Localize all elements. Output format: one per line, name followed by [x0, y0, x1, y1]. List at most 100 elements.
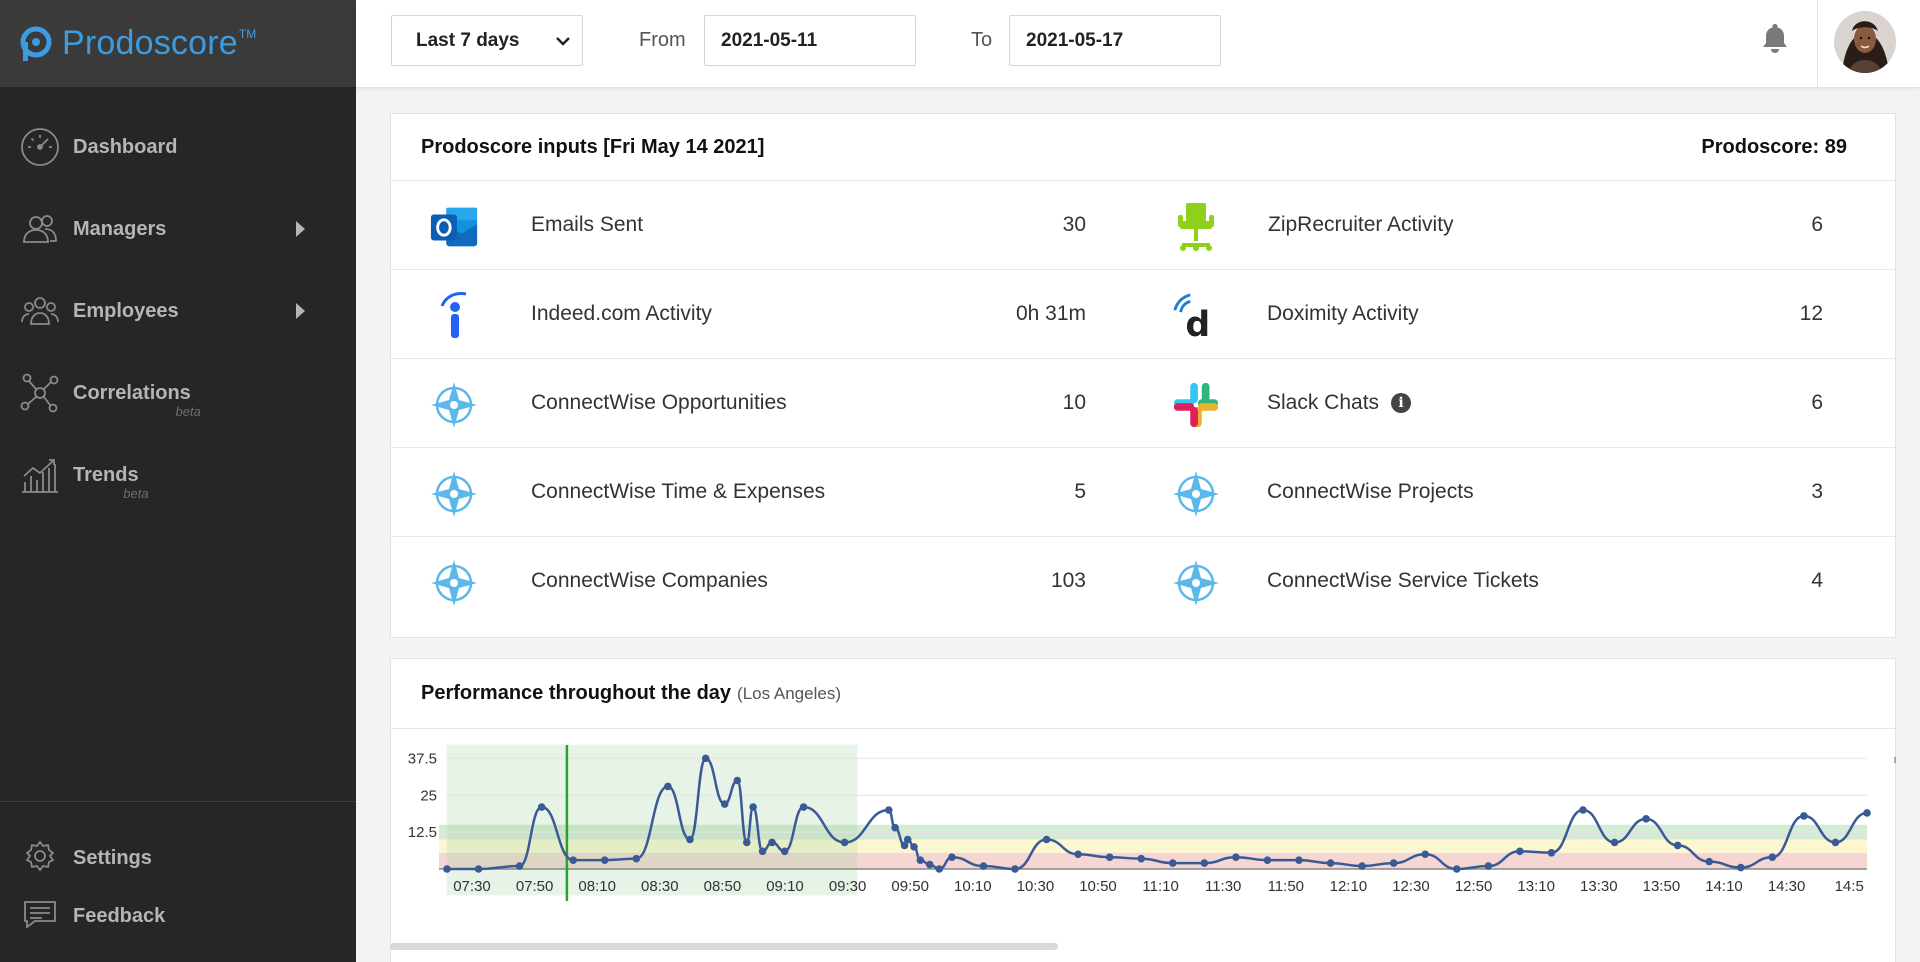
- sidebar-item-label: Trends beta: [73, 463, 149, 501]
- data-point: [569, 856, 578, 864]
- input-name: ConnectWise Time & Expenses: [531, 480, 826, 503]
- from-date-input[interactable]: [704, 15, 916, 66]
- trademark: TM: [238, 26, 257, 41]
- x-tick-label: 08:10: [578, 878, 616, 895]
- x-tick-label: 11:50: [1268, 878, 1304, 895]
- sidebar-item-employees[interactable]: Employees: [0, 270, 356, 352]
- prodoscore-inputs-card: Prodoscore inputs [Fri May 14 2021] Prod…: [390, 113, 1896, 638]
- x-tick-label: 13:30: [1580, 878, 1618, 895]
- sidebar-item-label: Dashboard: [73, 135, 178, 158]
- date-range-select[interactable]: Last 7 days: [391, 15, 583, 66]
- threshold-band: [439, 839, 1867, 853]
- data-point: [1232, 853, 1240, 861]
- sidebar-item-managers[interactable]: Managers: [0, 188, 356, 270]
- sidebar: Prodoscore TM Dashboard Managers: [0, 0, 356, 962]
- data-point: [1421, 850, 1430, 859]
- data-point: [1295, 856, 1303, 864]
- caret-right-icon[interactable]: [296, 303, 305, 319]
- gear-icon: [19, 835, 61, 882]
- sidebar-item-correlations[interactable]: Correlations beta: [0, 352, 356, 434]
- input-value: 4: [1811, 569, 1823, 592]
- input-row: ConnectWise Companies 103 ConnectWise Se…: [391, 537, 1895, 626]
- x-tick-label: 11:30: [1205, 878, 1241, 895]
- data-point: [1042, 835, 1051, 844]
- slack-icon: [1171, 380, 1221, 430]
- data-point: [1642, 815, 1650, 823]
- x-tick-label: 10:10: [954, 878, 992, 895]
- input-name: ConnectWise Projects: [1267, 480, 1474, 503]
- sidebar-item-settings[interactable]: Settings: [19, 835, 152, 882]
- data-point: [600, 856, 609, 864]
- data-point: [1484, 862, 1493, 870]
- sidebar-item-feedback[interactable]: Feedback: [19, 893, 165, 940]
- connectwise-icon: [429, 558, 479, 608]
- x-tick-label: 09:10: [766, 878, 804, 895]
- main-nav: Dashboard Managers Employees: [0, 106, 356, 516]
- data-point: [884, 806, 893, 814]
- input-name: Slack Chats i: [1267, 391, 1412, 415]
- trends-label: Trends: [73, 463, 139, 486]
- logo[interactable]: Prodoscore TM: [0, 0, 356, 87]
- x-tick-label: 12:50: [1455, 878, 1493, 895]
- input-name: ZipRecruiter Activity: [1268, 213, 1454, 236]
- slack-chats-label: Slack Chats: [1267, 391, 1380, 414]
- trend-chart-icon: [19, 454, 61, 496]
- data-point: [799, 803, 808, 811]
- x-tick-label: 12:10: [1330, 878, 1368, 895]
- horizontal-scrollbar[interactable]: [390, 943, 1058, 950]
- performance-line: [447, 757, 1868, 871]
- data-point: [900, 841, 909, 850]
- connectwise-icon: [429, 469, 479, 519]
- from-label: From: [639, 29, 686, 51]
- outlook-icon: [429, 202, 479, 252]
- x-tick-label: 09:50: [891, 878, 929, 895]
- performance-timezone: (Los Angeles): [737, 683, 841, 703]
- bell-icon[interactable]: [1761, 22, 1789, 54]
- svg-text:d: d: [1185, 305, 1210, 342]
- input-value: 0h 31m: [1015, 302, 1086, 325]
- sidebar-item-trends[interactable]: Trends beta: [0, 434, 356, 516]
- data-point: [701, 754, 710, 763]
- data-point: [840, 838, 849, 847]
- data-point: [1326, 859, 1335, 867]
- info-icon[interactable]: i: [1391, 393, 1412, 413]
- x-tick-label: 14:10: [1705, 878, 1743, 895]
- brand-name: Prodoscore: [62, 24, 238, 62]
- x-tick-label: 07:50: [516, 878, 554, 895]
- data-point: [1579, 806, 1587, 814]
- data-point: [979, 862, 988, 870]
- data-point: [474, 865, 483, 873]
- input-value: 12: [1799, 302, 1823, 325]
- connectwise-icon: [1171, 469, 1221, 519]
- x-tick-label: 13:50: [1643, 878, 1681, 895]
- caret-right-icon[interactable]: [296, 221, 305, 237]
- performance-chart: 37.5 25 12.5 07:30 07:50 08:10 08:30 08:50 09:10…: [391, 731, 1897, 962]
- to-date-input[interactable]: [1009, 15, 1221, 66]
- y-tick-label: 37.5: [408, 750, 437, 767]
- x-tick-label: 14:30: [1768, 878, 1806, 895]
- y-tick-label: 25: [420, 787, 437, 804]
- input-name: Emails Sent: [531, 213, 644, 236]
- performance-title: Performance throughout the day: [421, 682, 732, 704]
- data-point: [742, 838, 751, 847]
- data-point: [1200, 859, 1209, 867]
- data-point: [935, 865, 944, 873]
- x-tick-label: 14:5: [1835, 878, 1864, 895]
- input-value: 5: [1074, 480, 1086, 503]
- data-point: [1168, 859, 1177, 867]
- x-tick-label: 13:10: [1517, 878, 1555, 895]
- date-range-value: Last 7 days: [416, 29, 520, 51]
- input-row: Indeed.com Activity 0h 31m d Doximity Ac…: [391, 270, 1895, 359]
- data-point: [1547, 848, 1556, 857]
- performance-card: Performance throughout the day (Los Ange…: [390, 658, 1896, 962]
- data-point: [1011, 865, 1019, 873]
- inputs-card-header: Prodoscore inputs [Fri May 14 2021] Prod…: [391, 114, 1895, 181]
- correlations-label: Correlations: [73, 381, 191, 404]
- data-point: [686, 835, 694, 844]
- x-tick-label: 08:50: [704, 878, 742, 895]
- performance-chart-svg: 37.5 25 12.5 07:30 07:50 08:10 08:30 08:50 09:10…: [408, 744, 1871, 901]
- data-point: [903, 835, 912, 844]
- avatar[interactable]: [1834, 11, 1896, 73]
- sidebar-item-dashboard[interactable]: Dashboard: [0, 106, 356, 188]
- beta-badge: beta: [175, 403, 201, 419]
